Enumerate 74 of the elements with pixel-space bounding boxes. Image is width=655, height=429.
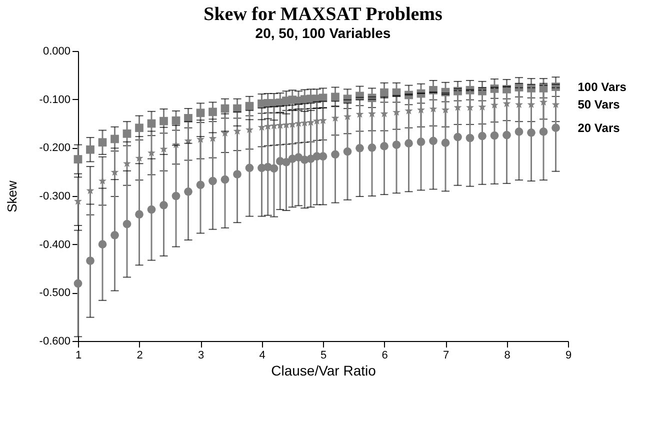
point [514,128,524,136]
point [331,150,340,159]
point [208,108,217,116]
point [502,130,511,140]
point [380,88,388,97]
point [122,220,132,228]
point [539,128,548,136]
x-tick-label: 7 [442,350,450,362]
point [196,108,205,118]
chart-title: Skew for MAXSAT Problems [204,4,442,25]
x-tick-label: 3 [198,350,204,362]
point [392,140,401,149]
point [220,104,230,113]
point [98,240,107,249]
point [282,158,290,166]
point [86,145,94,154]
point [135,210,144,219]
x-tick-label: 2 [136,350,143,362]
x-axis-title: Clause/Var Ratio [271,362,376,378]
point [233,170,242,178]
point [380,142,388,150]
point [208,176,217,186]
x-tick-label: 1 [75,350,82,362]
point [74,155,82,164]
point [368,143,376,152]
series-label: 20 Vars [578,120,620,135]
point [74,279,82,288]
point [147,205,156,214]
y-tick-label: -0.200 [39,142,70,154]
point [86,256,94,265]
point [122,129,132,138]
y-axis-title: Skew [4,180,20,212]
point [110,230,119,240]
point [245,102,254,110]
point [135,124,144,132]
x-tick-label: 6 [382,350,388,362]
point [356,144,364,152]
point [220,175,230,184]
y-tick-label: -0.500 [39,287,70,300]
chart-subtitle: 20, 50, 100 Variables [255,25,391,41]
point [454,132,462,142]
point [270,164,278,173]
point [478,132,486,140]
point [196,180,205,190]
point [245,164,254,172]
point [416,138,426,146]
point [147,119,156,128]
point [184,187,192,196]
y-tick-label: -0.400 [39,238,70,251]
point [98,138,107,147]
y-tick-label: -0.100 [39,94,70,106]
point [110,134,119,144]
point [527,128,536,137]
point [172,116,180,125]
y-tick-label: -0.300 [39,190,70,202]
point [490,131,499,140]
point [331,92,340,102]
x-tick-label: 4 [259,350,266,362]
point [466,134,474,142]
point [160,201,168,210]
series-label: 100 Vars [578,80,627,94]
point [552,124,560,132]
y-tick-label: -0.600 [39,336,70,348]
y-tick-label: 0.000 [42,46,70,58]
x-tick-label: 5 [320,350,327,362]
point [441,138,450,148]
series-label: 50 Vars [578,98,620,112]
point [404,139,413,148]
x-tick-label: 9 [565,350,572,362]
point [172,192,180,200]
point [343,147,352,156]
x-tick-label: 8 [504,350,510,362]
point [429,136,438,146]
point [160,116,168,126]
